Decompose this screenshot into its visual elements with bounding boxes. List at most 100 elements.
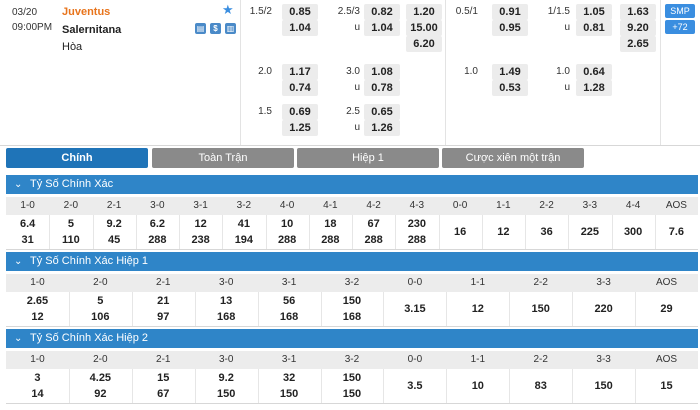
score-odd[interactable]: 3.5 bbox=[407, 380, 423, 392]
score-odd-away[interactable]: 288 bbox=[364, 234, 383, 246]
score-odd[interactable]: 220 bbox=[594, 303, 613, 315]
score-odd-home[interactable]: 4.25 bbox=[89, 372, 112, 384]
chevron-down-icon[interactable]: ⌄ bbox=[14, 333, 23, 344]
ah-alt-home-odd[interactable]: 1.17 bbox=[282, 64, 318, 80]
score-odd-home[interactable]: 18 bbox=[324, 218, 337, 230]
score-odd-away[interactable]: 150 bbox=[279, 388, 299, 400]
ah-ht-home-odd[interactable]: 0.91 bbox=[492, 4, 528, 20]
score-odd-away[interactable]: 194 bbox=[234, 234, 254, 246]
score-odd[interactable]: 83 bbox=[534, 380, 547, 392]
chevron-down-icon[interactable]: ⌄ bbox=[14, 256, 23, 267]
score-odd-away[interactable]: 150 bbox=[216, 388, 236, 400]
home-team[interactable]: Juventus bbox=[62, 6, 111, 18]
section-correct-score[interactable]: ⌄ Tỷ Số Chính Xác bbox=[6, 175, 698, 194]
ou-ht-alt-under-odd[interactable]: 1.28 bbox=[576, 80, 612, 96]
score-odd-away[interactable]: 14 bbox=[31, 388, 44, 400]
score-odd-home[interactable]: 9.2 bbox=[106, 218, 122, 230]
smp-button[interactable]: SMP bbox=[665, 4, 695, 18]
tab-first-half[interactable]: Hiệp 1 bbox=[297, 148, 439, 168]
score-odd[interactable]: 300 bbox=[623, 226, 643, 238]
score-odd-home[interactable]: 2.65 bbox=[26, 295, 49, 307]
score-odd-away[interactable]: 31 bbox=[21, 234, 34, 246]
ah-ht-alt-home-odd[interactable]: 1.49 bbox=[492, 64, 528, 80]
score-odd-home[interactable]: 56 bbox=[282, 295, 296, 307]
score-odd-home[interactable]: 10 bbox=[281, 218, 294, 230]
score-odd-home[interactable]: 150 bbox=[342, 295, 362, 307]
ah-ht-away-odd[interactable]: 0.95 bbox=[492, 20, 528, 36]
score-odd-away[interactable]: 12 bbox=[31, 311, 44, 323]
tab-main[interactable]: Chính bbox=[6, 148, 148, 168]
score-odd-home[interactable]: 9.2 bbox=[218, 372, 234, 384]
score-odd-away[interactable]: 288 bbox=[148, 234, 167, 246]
score-odd[interactable]: 16 bbox=[454, 226, 467, 238]
score-odd-home[interactable]: 15 bbox=[157, 372, 170, 384]
score-odd[interactable]: 12 bbox=[497, 226, 510, 238]
score-odd-away[interactable]: 45 bbox=[108, 234, 121, 246]
1x2-away-odd[interactable]: 15.00 bbox=[406, 20, 442, 36]
ah-alt2-home-odd[interactable]: 0.69 bbox=[282, 104, 318, 120]
tab-full-match[interactable]: Toàn Trận bbox=[152, 148, 294, 168]
chevron-down-icon[interactable]: ⌄ bbox=[14, 179, 23, 190]
score-odd-home[interactable]: 12 bbox=[194, 218, 207, 230]
score-odd[interactable]: 10 bbox=[471, 380, 484, 392]
ah-ht-alt-away-odd[interactable]: 0.53 bbox=[492, 80, 528, 96]
score-odd-away[interactable]: 110 bbox=[62, 234, 80, 246]
score-odd-home[interactable]: 5 bbox=[67, 218, 74, 230]
score-odd-away[interactable]: 67 bbox=[157, 388, 170, 400]
score-odd-away[interactable]: 288 bbox=[277, 234, 297, 246]
score-odd-home[interactable]: 150 bbox=[342, 372, 362, 384]
score-odd[interactable]: 12 bbox=[471, 303, 484, 315]
score-odd-away[interactable]: 238 bbox=[191, 234, 210, 246]
score-odd-away[interactable]: 168 bbox=[216, 311, 236, 323]
score-odd-away[interactable]: 288 bbox=[321, 234, 340, 246]
score-odd-away[interactable]: 97 bbox=[157, 311, 170, 323]
score-odd-home[interactable]: 230 bbox=[407, 218, 427, 230]
tab-same-game-parlay[interactable]: Cược xiên một trận bbox=[442, 148, 584, 168]
score-odd-home[interactable]: 41 bbox=[237, 218, 250, 230]
section-correct-score-ht1[interactable]: ⌄ Tỷ Số Chính Xác Hiệp 1 bbox=[6, 252, 698, 271]
score-odd[interactable]: 150 bbox=[594, 380, 613, 392]
ou-ht-alt-over-odd[interactable]: 0.64 bbox=[576, 64, 612, 80]
1x2-ht-home-odd[interactable]: 1.63 bbox=[620, 4, 656, 20]
1x2-draw-odd[interactable]: 6.20 bbox=[406, 36, 442, 52]
score-odd-home[interactable]: 67 bbox=[367, 218, 380, 230]
score-odd-home[interactable]: 3 bbox=[34, 372, 41, 384]
score-odd-home[interactable]: 6.4 bbox=[19, 218, 36, 230]
score-odd-home[interactable]: 5 bbox=[97, 295, 104, 307]
1x2-ht-away-odd[interactable]: 9.20 bbox=[620, 20, 656, 36]
score-odd[interactable]: 29 bbox=[660, 303, 673, 315]
tv-icon[interactable]: ▤ bbox=[195, 23, 206, 34]
score-odd[interactable]: 150 bbox=[531, 303, 550, 315]
score-odd-away[interactable]: 106 bbox=[91, 311, 110, 323]
ah-alt2-away-odd[interactable]: 1.25 bbox=[282, 120, 318, 136]
ou-alt2-under-odd[interactable]: 1.26 bbox=[364, 120, 400, 136]
score-odd-away[interactable]: 288 bbox=[407, 234, 427, 246]
score-odd-home[interactable]: 21 bbox=[157, 295, 170, 307]
more-markets-button[interactable]: +72 bbox=[665, 20, 695, 34]
ou-ht-under-odd[interactable]: 0.81 bbox=[576, 20, 612, 36]
ou-alt-over-odd[interactable]: 1.08 bbox=[364, 64, 400, 80]
ou-alt2-over-odd[interactable]: 0.65 bbox=[364, 104, 400, 120]
dollar-icon[interactable]: $ bbox=[210, 23, 221, 34]
section-correct-score-ht2[interactable]: ⌄ Tỷ Số Chính Xác Hiệp 2 bbox=[6, 329, 698, 348]
score-odd-home[interactable]: 13 bbox=[220, 295, 233, 307]
score-odd-home[interactable]: 32 bbox=[282, 372, 296, 384]
ah-alt-away-odd[interactable]: 0.74 bbox=[282, 80, 318, 96]
score-odd-home[interactable]: 6.2 bbox=[149, 218, 166, 230]
score-odd-away[interactable]: 168 bbox=[279, 311, 299, 323]
star-icon[interactable]: ★ bbox=[222, 2, 234, 17]
ah-home-odd[interactable]: 0.85 bbox=[282, 4, 318, 20]
1x2-home-odd[interactable]: 1.20 bbox=[406, 4, 442, 20]
ou-ht-over-odd[interactable]: 1.05 bbox=[576, 4, 612, 20]
ou-over-odd[interactable]: 0.82 bbox=[364, 4, 400, 20]
score-odd-away[interactable]: 168 bbox=[342, 311, 362, 323]
ah-away-odd[interactable]: 1.04 bbox=[282, 20, 318, 36]
score-odd[interactable]: 36 bbox=[540, 226, 553, 238]
score-odd[interactable]: 15 bbox=[660, 380, 673, 392]
stats-icon[interactable]: ▥ bbox=[225, 23, 236, 34]
score-odd[interactable]: 225 bbox=[580, 226, 600, 238]
score-odd[interactable]: 3.15 bbox=[404, 303, 426, 315]
1x2-ht-draw-odd[interactable]: 2.65 bbox=[620, 36, 656, 52]
away-team[interactable]: Salernitana bbox=[62, 24, 122, 36]
score-odd-away[interactable]: 150 bbox=[342, 388, 362, 400]
